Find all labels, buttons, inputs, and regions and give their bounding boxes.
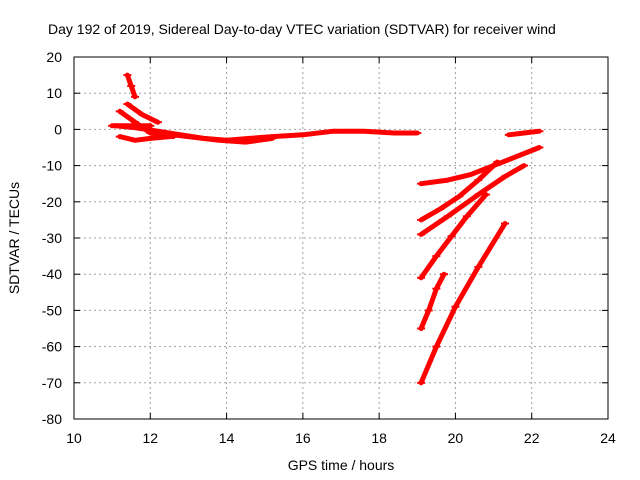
x-tick-label: 14	[219, 430, 235, 446]
tick-layer: 10 12 14 16 18 20 22 24 20 10 0 -10 -20 -30 -40 -50 -60 -…	[42, 49, 616, 446]
y-tick-label: -70	[42, 375, 62, 391]
y-tick-label: -50	[42, 302, 62, 318]
x-tick-label: 24	[600, 430, 616, 446]
y-tick-label: -40	[42, 266, 62, 282]
x-tick-label: 16	[295, 430, 311, 446]
chart-title: Day 192 of 2019, Sidereal Day-to-day VTE…	[48, 21, 556, 37]
x-tick-label: 10	[66, 430, 82, 446]
series-trace-8	[418, 145, 542, 187]
series-trace-12	[418, 271, 447, 331]
y-tick-label: -10	[42, 158, 62, 174]
x-tick-label: 18	[371, 430, 387, 446]
y-tick-label: 20	[46, 49, 62, 65]
y-tick-label: -60	[42, 339, 62, 355]
y-tick-label: -20	[42, 194, 62, 210]
y-tick-label: 10	[46, 85, 62, 101]
y-tick-label: -80	[42, 411, 62, 427]
y-tick-label: -30	[42, 230, 62, 246]
x-axis-label: GPS time / hours	[288, 457, 395, 473]
y-axis-label: SDTVAR / TECUs	[6, 182, 22, 294]
x-tick-label: 20	[448, 430, 464, 446]
grid-layer	[74, 57, 608, 419]
x-tick-label: 22	[524, 430, 540, 446]
data-layer	[108, 72, 544, 386]
x-tick-label: 12	[142, 430, 158, 446]
series-trace-4	[117, 134, 172, 143]
y-tick-label: 0	[54, 121, 62, 137]
